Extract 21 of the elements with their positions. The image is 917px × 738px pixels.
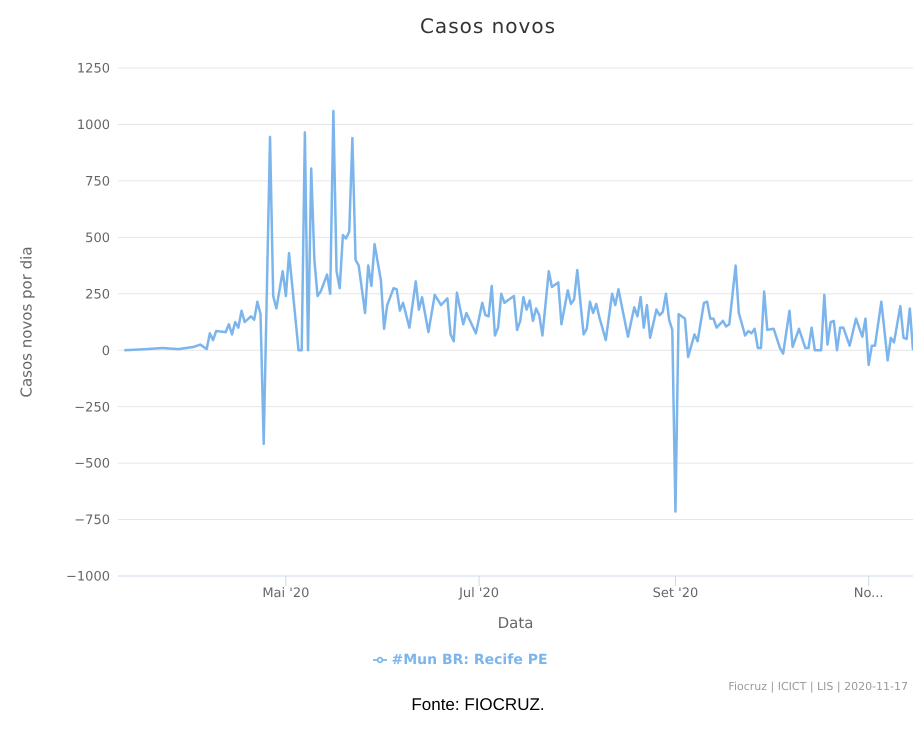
y-axis-title: Casos novos por dia (17, 246, 36, 398)
x-tick-label: Mai '20 (262, 586, 310, 602)
y-tick-label: 1000 (76, 118, 110, 134)
y-tick-label: 1250 (76, 62, 110, 77)
x-tick-label: Set '20 (652, 586, 698, 602)
x-axis-title: Data (498, 614, 534, 632)
source-note: Fonte: FIOCRUZ. (410, 695, 546, 715)
line-series (123, 110, 913, 513)
y-tick-label: −250 (74, 400, 110, 416)
y-tick-label: 0 (102, 344, 110, 359)
x-tick-label: Jul '20 (458, 586, 500, 602)
y-tick-label: −750 (74, 513, 110, 528)
y-tick-label: 250 (85, 287, 110, 302)
y-tick-label: 500 (85, 230, 110, 246)
y-tick-label: 750 (85, 174, 110, 190)
y-tick-label: −1000 (66, 570, 110, 585)
y-tick-label: −500 (74, 456, 110, 472)
chart-title: Casos novos (418, 13, 558, 38)
x-tick-label: No... (854, 586, 884, 602)
text: Fiocruz | ICICT | LIS | 2020-11-17 (727, 680, 908, 693)
legend-label: #Mun BR: Recife PE (391, 652, 548, 668)
